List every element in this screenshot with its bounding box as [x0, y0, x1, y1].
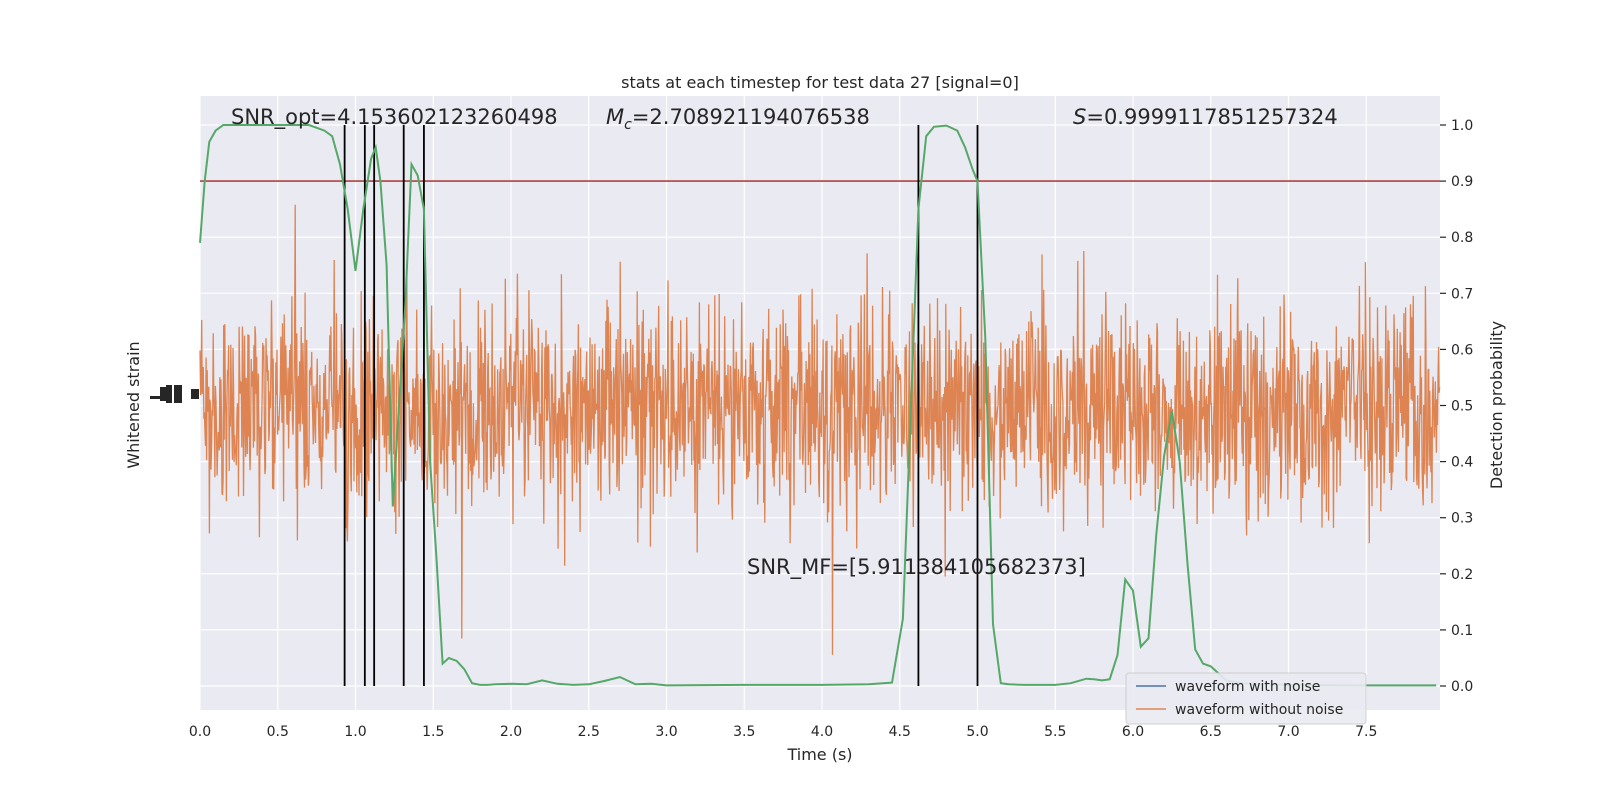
- x-tick-label: 7.5: [1355, 724, 1377, 740]
- x-tick-label: 0.5: [267, 724, 289, 740]
- x-tick-label: 6.5: [1200, 724, 1222, 740]
- x-tick-label: 6.0: [1122, 724, 1144, 740]
- y-tick-label: 0.1: [1451, 623, 1473, 639]
- x-tick-label: 4.0: [811, 724, 833, 740]
- snr-opt-annotation: SNR_opt=4.153602123260498: [231, 105, 558, 130]
- s-value: =0.9999117851257324: [1086, 105, 1337, 129]
- x-tick-label: 1.5: [422, 724, 444, 740]
- y-tick-label: 0.5: [1451, 399, 1473, 415]
- y-tick-label: 0.7: [1451, 286, 1473, 302]
- detection-probability-line: [199, 124, 1437, 687]
- legend: waveform with noise waveform without noi…: [1125, 672, 1367, 725]
- legend-label-without-noise: waveform without noise: [1175, 702, 1343, 718]
- x-tick-label: 7.0: [1277, 724, 1299, 740]
- right-y-axis-ticks: 0.0 0.1 0.2 0.3 0.4 0.5 0.6 0.7 0.8 0.9 1.0: [1440, 118, 1473, 695]
- legend-box: [1125, 672, 1367, 725]
- detection-probability-path: [199, 124, 1437, 687]
- x-tick-label: 5.0: [966, 724, 988, 740]
- x-tick-label: 3.0: [655, 724, 677, 740]
- chirp-mass-annotation: Mc=2.708921194076538: [606, 105, 870, 133]
- x-tick-label: 4.5: [889, 724, 911, 740]
- x-axis-label: Time (s): [786, 745, 852, 764]
- s-annotation: S=0.9999117851257324: [1073, 105, 1338, 129]
- y-tick-label: 0.2: [1451, 567, 1473, 583]
- mc-subscript: c: [624, 117, 632, 133]
- y-tick-label: 0.9: [1451, 174, 1473, 190]
- y-tick-label: 0.8: [1451, 230, 1473, 246]
- mc-symbol: M: [606, 105, 624, 129]
- mc-value: =2.708921194076538: [632, 105, 870, 129]
- x-tick-label: 5.5: [1044, 724, 1066, 740]
- y-tick-label: 0.4: [1451, 455, 1473, 471]
- x-tick-label: 0.0: [189, 724, 211, 740]
- snr-mf-annotation: SNR_MF=[5.911384105682373]: [747, 555, 1086, 580]
- x-tick-label: 2.0: [500, 724, 522, 740]
- s-symbol: S: [1073, 105, 1086, 129]
- x-tick-label: 1.0: [344, 724, 366, 740]
- left-y-axis-label: Whitened strain: [124, 341, 143, 468]
- y-tick-label: 0.6: [1451, 342, 1473, 358]
- x-tick-label: 3.5: [733, 724, 755, 740]
- legend-label-with-noise: waveform with noise: [1175, 679, 1320, 695]
- y-tick-label: 1.0: [1451, 118, 1473, 134]
- x-tick-label: 2.5: [578, 724, 600, 740]
- right-y-axis-label: Detection probability: [1487, 321, 1506, 489]
- y-tick-label: 0.0: [1451, 679, 1473, 695]
- y-tick-label: 0.3: [1451, 511, 1473, 527]
- left-y-axis-collapsed-ticks: [150, 385, 199, 403]
- chart-title: stats at each timestep for test data 27 …: [621, 73, 1019, 92]
- x-axis-ticks: 0.0 0.5 1.0 1.5 2.0 2.5 3.0 3.5 4.0 4.5 5.0 5.5 6.0 6…: [189, 724, 1378, 740]
